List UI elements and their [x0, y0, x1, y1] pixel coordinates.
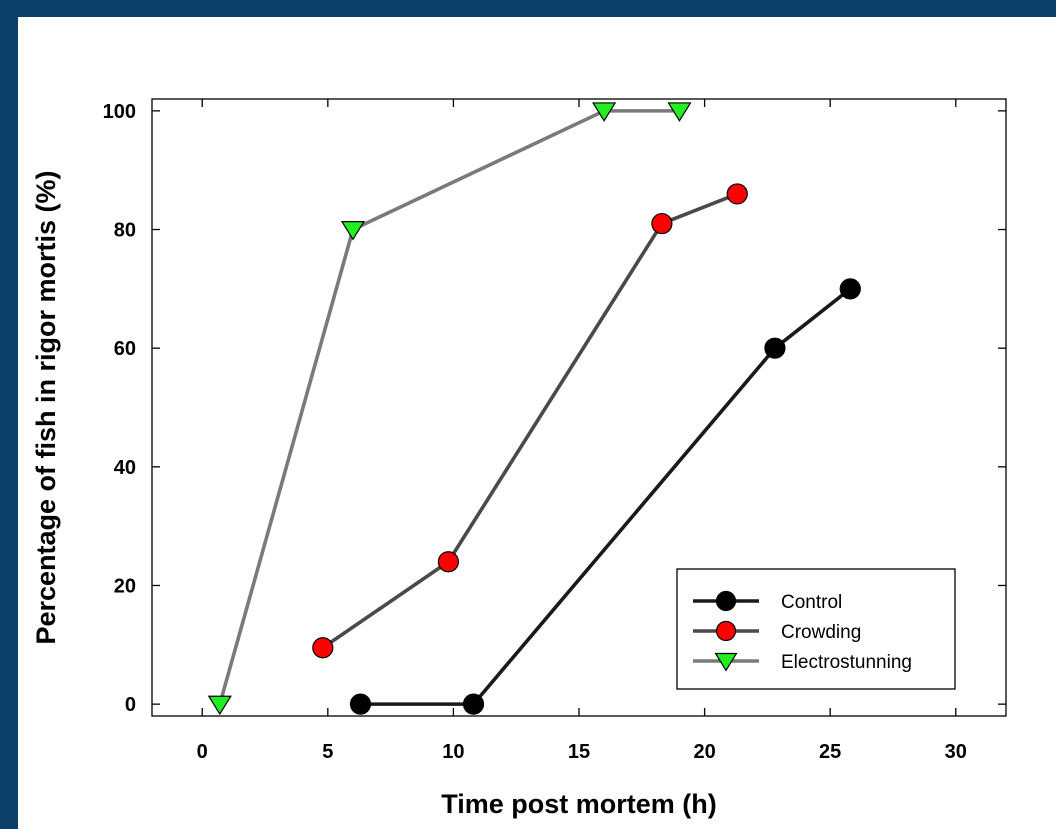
axes: 0 5 10 15 20 25 30 0 20 40 60 80 100: [103, 98, 1007, 763]
data-point: [462, 693, 485, 715]
legend: Control Crowding Electrostunning: [676, 568, 956, 690]
x-tick-label: 10: [442, 741, 464, 763]
y-tick-label: 100: [103, 101, 136, 123]
x-tick-label: 0: [197, 741, 208, 763]
legend-marker: [714, 652, 738, 672]
data-point: [349, 693, 372, 715]
y-tick-label: 80: [114, 220, 136, 242]
y-tick-label: 60: [114, 338, 136, 360]
data-point: [726, 183, 748, 205]
line-chart: 0 5 10 15 20 25 30 0 20 40 60 80 100 Time post morte…: [31, 98, 1007, 819]
series-electrostunning: [218, 109, 680, 705]
data-point: [312, 637, 334, 659]
x-tick-label: 30: [945, 741, 967, 763]
series-line: [321, 192, 738, 650]
data-point: [592, 102, 617, 122]
y-tick-label: 0: [125, 694, 136, 716]
x-tick-label: 5: [322, 741, 333, 763]
series-control: [360, 287, 852, 706]
legend-label: Electrostunning: [781, 652, 912, 673]
x-tick-label: 20: [693, 741, 715, 763]
legend-marker: [715, 590, 737, 612]
x-tick-label: 15: [568, 741, 590, 763]
plot-area: [207, 102, 861, 716]
data-point: [207, 695, 232, 716]
data-point: [651, 212, 673, 235]
data-point: [764, 337, 786, 359]
legend-label: Crowding: [781, 622, 861, 643]
data-point: [839, 278, 861, 300]
data-point: [437, 551, 459, 573]
x-axis-title: Time post mortem (h): [441, 789, 717, 819]
y-axis-title: Percentage of fish in rigor mortis (%): [31, 170, 61, 644]
series-crowding: [321, 192, 738, 650]
y-tick-label: 20: [114, 575, 136, 597]
series-markers-crowding: [312, 183, 748, 659]
data-point: [667, 102, 692, 122]
y-tick-label: 40: [114, 457, 136, 479]
series-line: [218, 109, 680, 705]
chart-frame: 0 5 10 15 20 25 30 0 20 40 60 80 100 Time post morte…: [18, 17, 1056, 829]
series-line: [360, 287, 852, 706]
series-markers-control: [349, 278, 861, 715]
data-point: [340, 220, 366, 241]
legend-marker: [715, 620, 737, 642]
x-tick-label: 25: [819, 741, 841, 763]
series-markers-electrostunning: [207, 102, 692, 716]
legend-label: Control: [781, 592, 842, 613]
